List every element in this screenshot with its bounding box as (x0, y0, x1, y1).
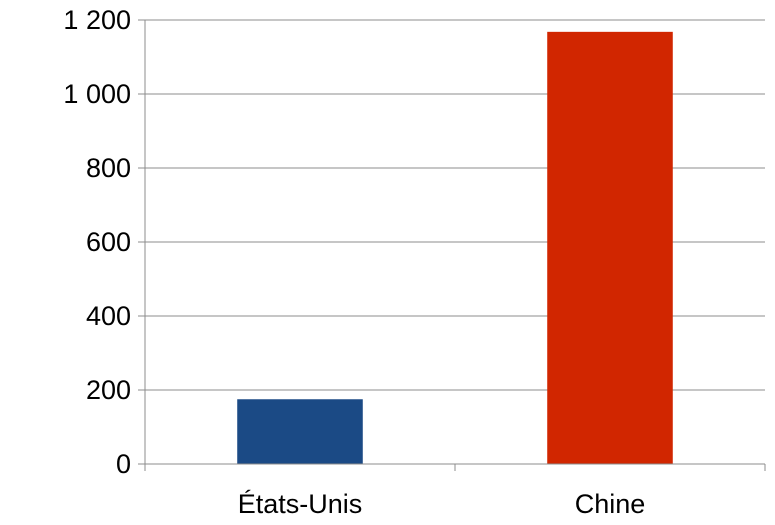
x-tick-label: États-Unis (238, 489, 363, 519)
y-tick-label: 1 000 (63, 79, 131, 109)
y-tick-label: 800 (86, 153, 131, 183)
y-tick-label: 600 (86, 227, 131, 257)
y-tick-label: 200 (86, 375, 131, 405)
y-tick-label: 400 (86, 301, 131, 331)
bars (237, 31, 673, 465)
y-tick-labels: 0 200 400 600 800 1 000 1 200 (63, 5, 131, 479)
y-tick-label: 1 200 (63, 5, 131, 35)
x-tick-label: Chine (575, 489, 646, 519)
x-tick-labels: États-Unis Chine (238, 489, 646, 519)
axes (138, 19, 766, 471)
y-tick-label: 0 (116, 449, 131, 479)
bar-etats-unis (237, 399, 363, 464)
bar-chine (547, 31, 673, 465)
